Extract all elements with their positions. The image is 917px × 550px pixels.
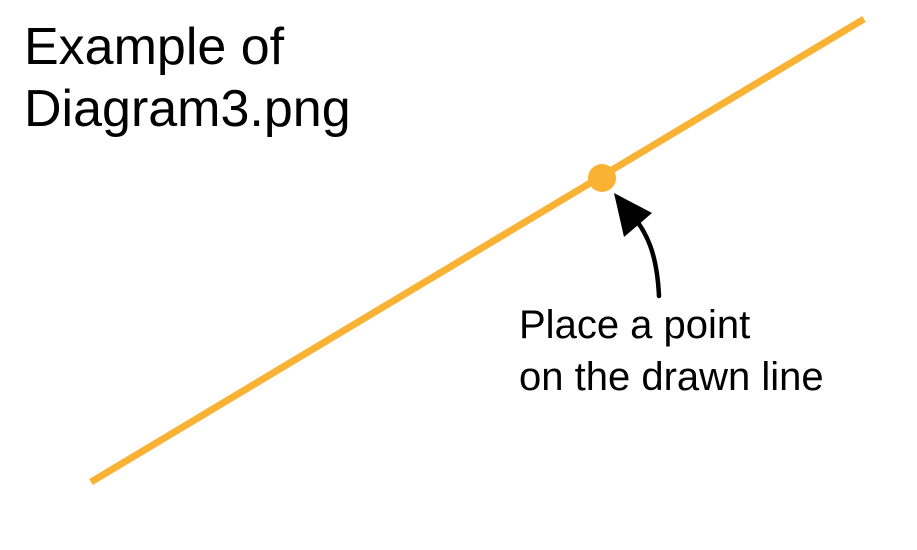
diagram-title: Example of Diagram3.png [24, 16, 351, 140]
title-line-2: Diagram3.png [24, 80, 351, 138]
annotation-line-1: Place a point [519, 303, 751, 347]
title-line-1: Example of [24, 18, 285, 76]
annotation-arrowhead [614, 193, 652, 237]
placed-point [588, 164, 616, 192]
annotation-line-2: on the drawn line [519, 355, 824, 399]
drawn-line [89, 15, 866, 486]
annotation-label: Place a point on the drawn line [519, 299, 824, 403]
